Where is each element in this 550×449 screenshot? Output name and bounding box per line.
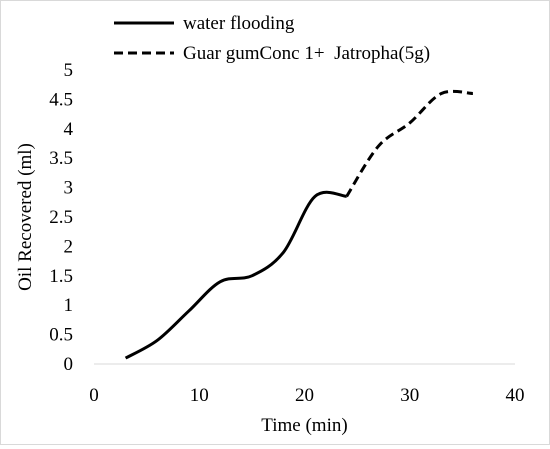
- y-tick-label: 1.5: [49, 266, 73, 287]
- x-tick-label: 30: [400, 385, 419, 406]
- legend-label: Guar gumConc 1+ Jatropha(5g): [183, 43, 430, 64]
- y-tick-label: 2.5: [49, 207, 73, 228]
- x-axis-label: Time (min): [261, 415, 347, 436]
- y-tick-label: 0.5: [49, 325, 73, 346]
- x-tick-label: 0: [89, 385, 99, 406]
- x-tick-label: 10: [190, 385, 209, 406]
- axes: 0 10 20 30 40 0 0.5 1 1.5 2 2.5 3 3.5 4 4.5 5: [49, 60, 524, 406]
- y-tick-label: 4.5: [49, 89, 73, 110]
- legend: water flooding Guar gumConc 1+ Jatropha(5…: [114, 13, 430, 64]
- series-line-solid: [124, 190, 347, 360]
- x-tick-label: 40: [506, 385, 525, 406]
- series-line-dashed: [345, 89, 474, 198]
- y-tick-label: 3.5: [49, 148, 73, 169]
- y-tick-label: 3: [64, 178, 74, 199]
- x-tick-label: 20: [295, 385, 314, 406]
- y-tick-label: 4: [64, 119, 74, 140]
- y-tick-label: 1: [64, 295, 74, 316]
- y-tick-label: 2: [64, 236, 74, 257]
- series-layer: [124, 89, 474, 360]
- y-axis-label: Oil Recovered (ml): [15, 143, 36, 291]
- y-tick-label: 5: [64, 60, 74, 81]
- y-tick-label: 0: [64, 354, 74, 375]
- legend-label: water flooding: [183, 13, 295, 34]
